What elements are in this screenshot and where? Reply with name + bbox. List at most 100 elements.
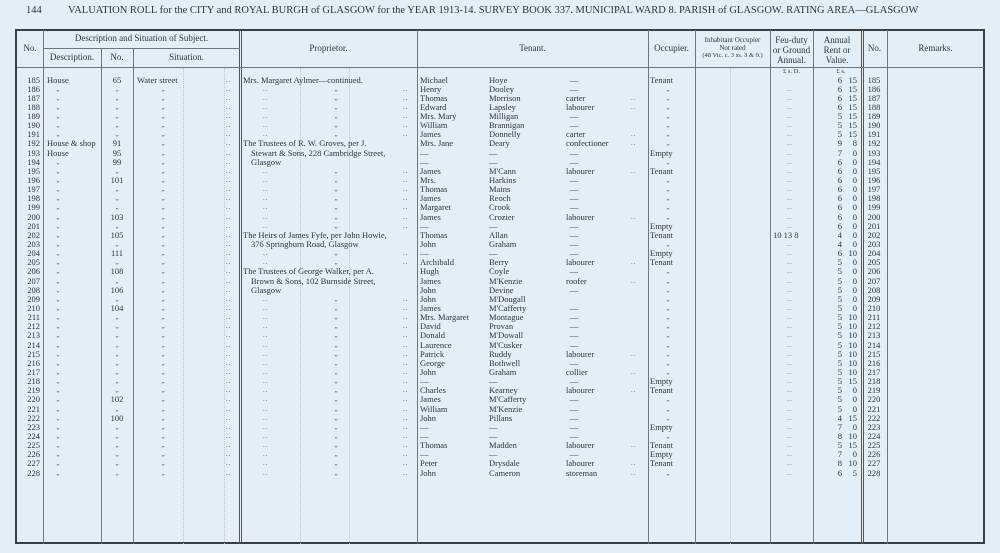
feu-duty-cell: ..: [787, 185, 793, 194]
leader-dots: ..: [226, 258, 232, 267]
feu-duty-cell: ..: [787, 176, 793, 185]
rent-pounds: 5: [837, 357, 842, 368]
subject-number-cell: „: [115, 404, 119, 413]
guide-rule: [349, 68, 350, 544]
feu-duty-cell: ..: [787, 441, 793, 450]
tenant-surname: M'Cann: [489, 165, 517, 176]
header-subject-no: No.: [110, 52, 124, 62]
leader-dots: ..: [263, 450, 269, 459]
tenant-occupation: —: [569, 266, 579, 277]
situation-cell: „: [161, 468, 165, 477]
header-inhabitant-line: Not rated: [719, 44, 746, 52]
tenant-first-name: James: [420, 193, 441, 204]
tenant-surname: M'Kenzie: [489, 275, 523, 286]
leader-dots: ..: [263, 377, 269, 386]
rent-pounds: 5: [837, 376, 842, 387]
tenant-surname: Crook: [489, 202, 511, 213]
leader-dots: ..: [631, 102, 637, 111]
subject-number-cell: „: [115, 313, 119, 322]
row-number: 200: [27, 211, 40, 222]
leader-dots: ..: [226, 441, 232, 450]
situation-cell: „: [161, 395, 165, 404]
row-number: 185: [27, 74, 40, 85]
occupier-cell: Tenant: [650, 74, 674, 85]
situation-cell: „: [161, 166, 165, 175]
proprietor-cell: „: [334, 176, 338, 185]
tenant-occupation: —: [569, 202, 579, 213]
feu-duty-cell: ..: [787, 404, 793, 413]
description-cell: „: [56, 304, 60, 312]
description-cell: „: [56, 431, 60, 440]
leader-dots: ..: [263, 340, 269, 349]
leader-dots: ..: [403, 166, 409, 175]
situation-cell: „: [161, 413, 165, 422]
description-cell: „: [56, 331, 60, 340]
subject-number-cell: „: [115, 84, 119, 93]
proprietor-cell: „: [334, 166, 338, 175]
row-number-right: 217: [867, 366, 881, 377]
occupier-cell: „: [666, 285, 670, 294]
subject-number-cell: „: [115, 358, 119, 367]
leader-dots: ..: [403, 404, 409, 413]
proprietor-cell: „: [334, 212, 338, 221]
situation-cell: „: [161, 148, 165, 157]
proprietor-cell: „: [334, 349, 338, 358]
tenant-first-name: —: [420, 449, 429, 460]
tenant-first-name: Archibald: [420, 257, 454, 268]
rent-pounds: 6: [837, 165, 842, 176]
situation-cell: „: [161, 121, 165, 130]
row-number: 196: [27, 175, 40, 186]
leader-dots: ..: [226, 340, 232, 349]
rent-pounds: 6: [837, 184, 842, 195]
feu-duty-cell: ..: [787, 276, 793, 285]
tenant-occupation: labourer: [566, 440, 595, 451]
leader-dots: ..: [403, 468, 409, 477]
leader-dots: ..: [631, 130, 637, 139]
tenant-first-name: Peter: [420, 458, 438, 469]
rent-shillings: 0: [852, 275, 857, 286]
rent-pounds: 4: [837, 229, 842, 240]
tenant-occupation: —: [569, 284, 579, 295]
situation-cell: „: [161, 431, 165, 440]
subject-number-cell: „: [115, 194, 119, 203]
subject-number-cell: „: [115, 294, 119, 303]
rent-pounds: 5: [837, 275, 842, 286]
column-rule: [861, 30, 864, 544]
description-cell: „: [56, 194, 60, 203]
rent-shillings: 0: [852, 303, 857, 313]
rent-pounds: 8: [837, 458, 842, 469]
column-rule: [813, 30, 814, 544]
tenant-first-name: —: [420, 421, 429, 432]
feu-duty-cell: ..: [787, 285, 793, 294]
situation-cell: „: [161, 230, 165, 239]
leader-dots: ..: [226, 249, 232, 258]
rent-shillings: 0: [852, 147, 857, 158]
row-number: 209: [27, 293, 40, 304]
subject-number-cell: 99: [112, 156, 122, 167]
proprietor-cell: Mrs. Margaret Aylmer—continued.: [243, 74, 363, 85]
tenant-surname: Graham: [489, 239, 517, 250]
leader-dots: ..: [403, 258, 409, 267]
rent-pounds: 5: [837, 120, 842, 131]
header-inhabitant: Inhabitant Occupier Not rated (48 Vic. c…: [695, 36, 770, 60]
rent-shillings: 10: [848, 330, 858, 341]
tenant-occupation: —: [569, 175, 579, 186]
feu-duty-cell: ..: [787, 203, 793, 212]
leader-dots: ..: [226, 166, 232, 175]
rent-shillings: 15: [848, 92, 858, 103]
tenant-occupation: —: [569, 303, 579, 313]
header-no: No.: [23, 43, 37, 53]
description-cell: „: [56, 441, 60, 450]
rent-shillings: 0: [852, 211, 857, 222]
row-number: 208: [27, 284, 40, 295]
feu-duty-cell: ..: [787, 413, 793, 422]
row-number: 201: [27, 220, 40, 231]
situation-cell: „: [161, 102, 165, 111]
feu-units: £ s. D.: [783, 68, 800, 75]
column-rule: [133, 48, 134, 544]
occupier-cell: „: [666, 267, 670, 276]
guide-rule: [300, 68, 301, 544]
description-cell: „: [56, 267, 60, 276]
description-cell: „: [56, 240, 60, 249]
description-cell: „: [56, 221, 60, 230]
